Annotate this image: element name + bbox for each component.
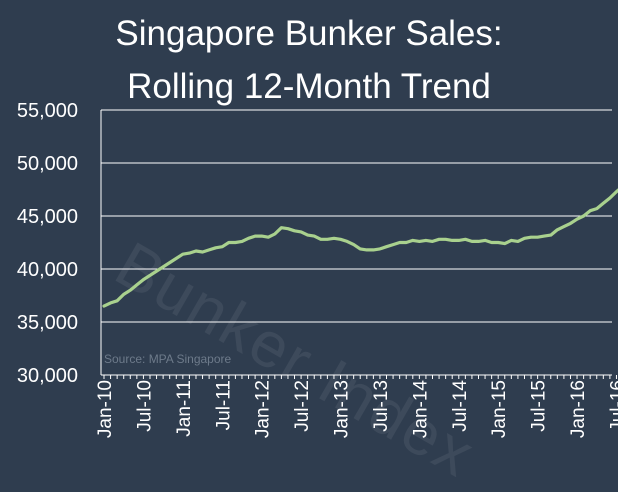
x-tick-label: Jul-15 [529,380,550,432]
series-line [102,188,618,308]
x-tick-label: Jan-11 [174,380,195,437]
x-tick-label: Jan-15 [489,380,510,438]
y-tick-label: 30,000 [17,365,78,387]
x-tick-label: Jan-14 [410,380,431,439]
y-tick-label: 55,000 [17,100,78,122]
x-tick-label: Jul-16 [607,380,618,432]
x-tick-label: Jul-11 [213,380,234,430]
chart-container: Singapore Bunker Sales: Rolling 12-Month… [17,14,618,491]
y-tick-label: 35,000 [17,312,78,334]
y-tick-label: 45,000 [17,206,78,228]
x-tick-label: Jan-10 [95,380,116,438]
x-tick-label: Jul-13 [371,380,392,432]
chart-title-line-1: Singapore Bunker Sales: [115,14,503,53]
x-tick-label: Jan-16 [568,380,589,438]
y-tick-label: 40,000 [17,259,78,281]
x-tick-label: Jul-12 [292,380,313,432]
y-tick-label: 50,000 [17,153,78,175]
x-tick-label: Jul-10 [134,380,155,432]
x-tick-label: Jan-13 [332,380,353,438]
source-note: Source: MPA Singapore [104,352,232,366]
line-chart: 30,000 35,000 40,000 45,000 50,000 55,000 Jan-… [17,100,618,439]
x-tick-label: Jan-12 [253,380,274,438]
x-tick-label: Jul-14 [450,380,471,432]
chart-title-line-2: Rolling 12-Month Trend [127,67,491,106]
